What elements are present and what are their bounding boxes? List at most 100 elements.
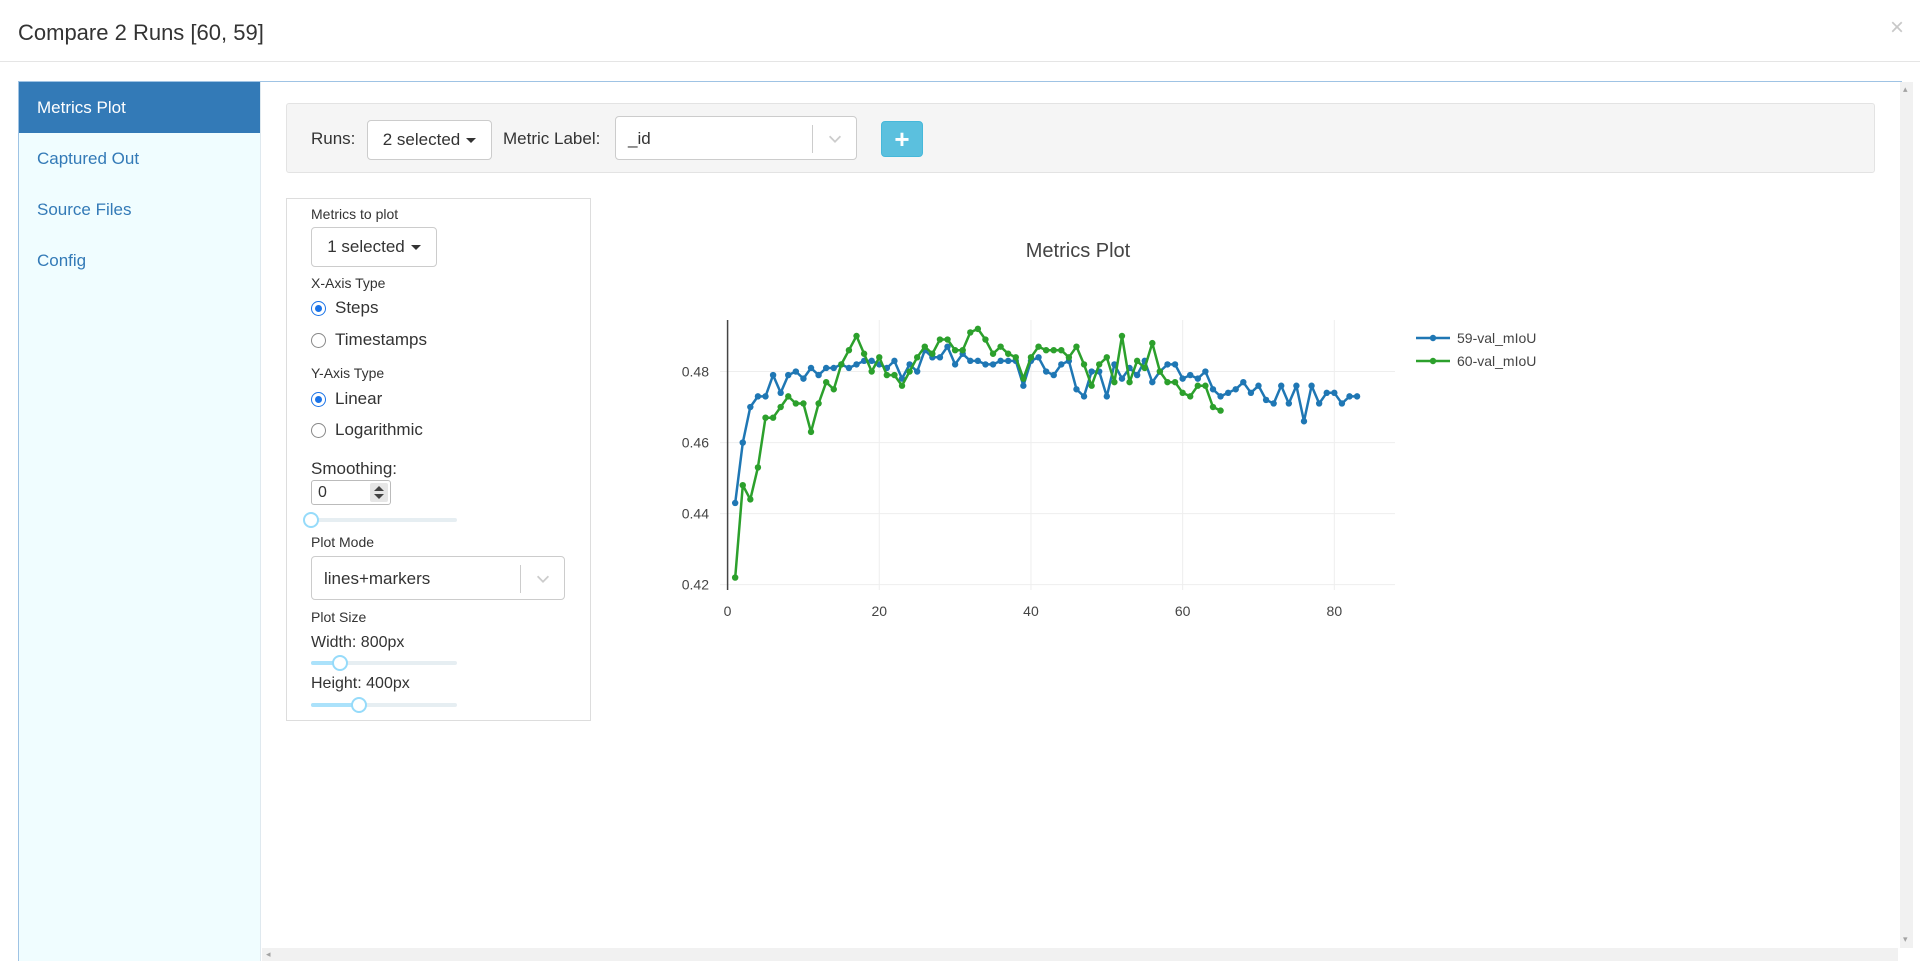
smoothing-slider-handle[interactable] [303,512,319,528]
width-slider-handle[interactable] [332,655,349,671]
data-point[interactable] [936,336,944,343]
data-point[interactable] [1156,368,1164,375]
sidebar-item-metrics-plot[interactable]: Metrics Plot [19,82,260,133]
data-point[interactable] [967,357,974,365]
data-point[interactable] [1096,361,1103,368]
data-point[interactable] [731,499,739,507]
legend-entry[interactable]: 59-val_mIoU [1457,330,1536,346]
data-point[interactable] [1278,382,1285,389]
data-point[interactable] [1217,393,1224,400]
data-point[interactable] [997,343,1004,350]
data-point[interactable] [1164,361,1171,368]
data-point[interactable] [1126,378,1133,386]
data-point[interactable] [853,332,860,340]
data-point[interactable] [1224,389,1232,397]
legend-entry[interactable]: 60-val_mIoU [1457,353,1536,369]
smoothing-input[interactable]: 0 [311,480,391,505]
data-point[interactable] [1005,350,1012,357]
data-point[interactable] [883,371,891,379]
data-point[interactable] [830,386,837,393]
height-slider[interactable] [311,697,457,713]
data-point[interactable] [1133,371,1141,379]
data-point[interactable] [1346,393,1353,400]
data-point[interactable] [1164,378,1171,386]
data-point[interactable] [898,382,906,389]
data-point[interactable] [1012,354,1019,361]
data-point[interactable] [1187,371,1194,379]
data-point[interactable] [1179,389,1186,397]
data-point[interactable] [967,329,974,336]
data-point[interactable] [807,364,815,372]
data-point[interactable] [1020,382,1027,389]
data-point[interactable] [754,393,762,400]
data-point[interactable] [762,414,769,421]
data-point[interactable] [1080,361,1088,368]
sidebar-item-source-files[interactable]: Source Files [19,184,260,235]
data-point[interactable] [1217,407,1224,414]
close-icon[interactable]: × [1889,14,1904,41]
radio-icon[interactable] [311,391,326,407]
data-point[interactable] [1005,357,1012,365]
data-point[interactable] [815,400,822,407]
data-point[interactable] [1088,382,1095,389]
data-point[interactable] [1209,386,1217,393]
data-point[interactable] [1042,346,1050,354]
data-point[interactable] [906,368,913,375]
data-point[interactable] [747,403,754,411]
data-point[interactable] [974,357,982,365]
data-point[interactable] [769,371,777,379]
runs-dropdown[interactable]: 2 selected [367,120,492,160]
width-slider[interactable] [311,655,457,671]
metrics-dropdown[interactable]: 1 selected [311,227,437,267]
data-point[interactable] [891,371,898,379]
data-point[interactable] [1247,389,1255,397]
data-point[interactable] [830,364,837,372]
data-point[interactable] [769,414,777,421]
data-point[interactable] [921,343,928,350]
data-point[interactable] [868,368,875,375]
data-point[interactable] [1171,378,1179,386]
data-point[interactable] [959,346,966,354]
data-point[interactable] [913,354,921,361]
data-point[interactable] [1073,343,1080,350]
data-point[interactable] [1209,403,1217,411]
data-point[interactable] [913,368,921,375]
scroll-left-icon[interactable]: ◂ [266,949,271,959]
xaxis-radio-timestamps[interactable]: Timestamps [311,330,427,350]
plot-mode-select[interactable]: lines+markers [311,556,565,600]
data-point[interactable] [1338,400,1346,407]
yaxis-radio-linear[interactable]: Linear [311,389,382,409]
data-point[interactable] [739,481,746,489]
sidebar-item-captured-out[interactable]: Captured Out [19,133,260,184]
data-point[interactable] [1202,368,1209,375]
data-point[interactable] [792,400,800,407]
data-point[interactable] [807,428,815,436]
data-point[interactable] [1133,357,1141,365]
data-point[interactable] [997,357,1004,365]
radio-icon[interactable] [311,332,326,348]
data-point[interactable] [1293,382,1300,389]
data-point[interactable] [1331,389,1338,397]
metrics-plot-chart[interactable]: Metrics Plot 0.42 0.44 0.46 0.48 0 20 40 60 80 59-… [600,220,1560,620]
data-point[interactable] [785,371,792,379]
data-point[interactable] [739,439,746,446]
data-point[interactable] [754,464,762,471]
data-point[interactable] [822,378,830,386]
data-point[interactable] [929,350,936,357]
data-point[interactable] [1050,371,1057,379]
data-point[interactable] [747,496,754,503]
radio-icon[interactable] [311,300,326,316]
data-point[interactable] [845,364,853,372]
data-point[interactable] [982,361,989,368]
data-point[interactable] [853,361,860,368]
data-point[interactable] [1058,346,1065,354]
spinner-icon[interactable] [370,483,388,502]
data-point[interactable] [1103,354,1110,361]
data-point[interactable] [989,361,997,368]
data-point[interactable] [1262,396,1270,404]
data-point[interactable] [792,368,800,375]
data-point[interactable] [1240,378,1247,386]
data-point[interactable] [1187,393,1194,400]
data-point[interactable] [800,400,807,407]
data-point[interactable] [815,371,822,379]
